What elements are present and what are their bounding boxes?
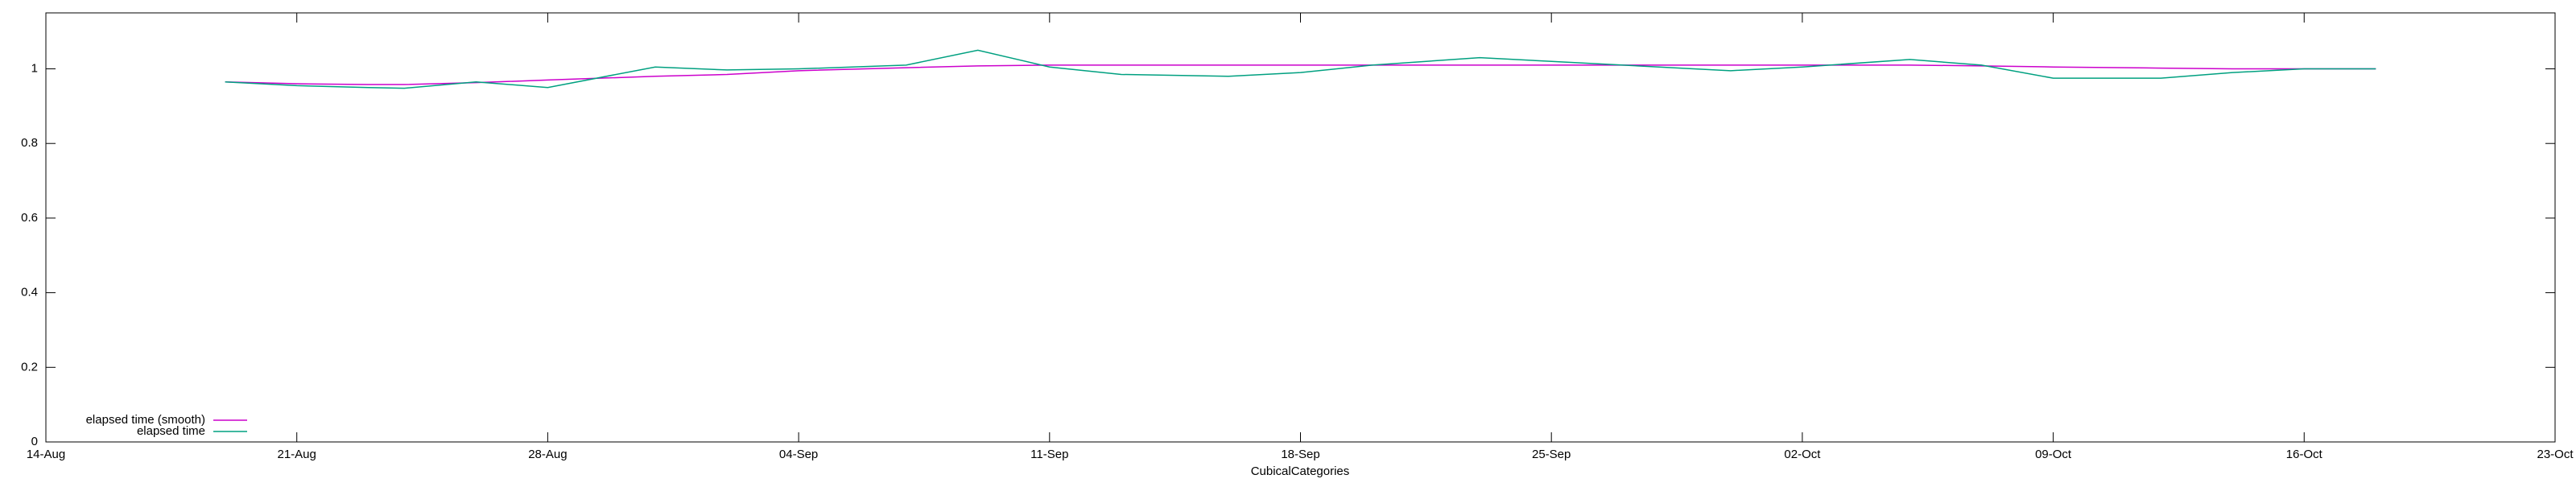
x-tick-label: 16-Oct [2286,448,2323,461]
y-tick-label: 0.2 [21,360,38,374]
legend-label: elapsed time (smooth) [86,413,205,427]
x-tick-label: 09-Oct [2035,448,2072,461]
y-tick-label: 0.6 [21,211,38,225]
x-tick-label: 11-Sep [1030,448,1068,461]
x-tick-label: 02-Oct [1784,448,1821,461]
legend-label: elapsed time [137,424,205,438]
y-tick-label: 1 [31,61,38,75]
x-tick-label: 25-Sep [1532,448,1571,461]
x-tick-label: 21-Aug [278,448,316,461]
x-tick-label: 23-Oct [2537,448,2574,461]
x-tick-label: 18-Sep [1281,448,1319,461]
x-tick-label: 28-Aug [528,448,567,461]
x-tick-label: 04-Sep [779,448,818,461]
x-axis-label: CubicalCategories [1251,464,1350,478]
data-line [225,49,2376,89]
y-tick-label: 0.4 [21,286,38,299]
data-line [225,64,2376,85]
y-tick-label: 0 [31,435,38,448]
x-tick-label: 14-Aug [27,448,65,461]
y-tick-label: 0.8 [21,136,38,150]
